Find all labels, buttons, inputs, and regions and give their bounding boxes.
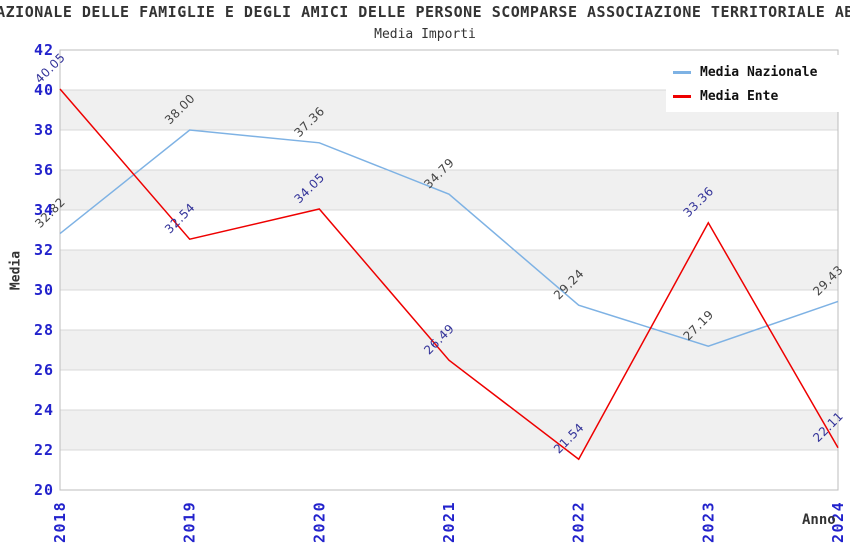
chart-subtitle: Media Importi xyxy=(374,27,476,42)
series-line-media-nazionale xyxy=(59,129,839,347)
x-axis-tick-label: 2018 xyxy=(51,501,69,543)
y-axis-tick-label: 22 xyxy=(34,441,54,459)
plot-band xyxy=(60,170,838,210)
plot-border xyxy=(59,49,839,491)
chart-title: I NAZIONALE DELLE FAMIGLIE E DEGLI AMICI… xyxy=(0,3,850,21)
legend-item-media-ente: Media Ente xyxy=(673,84,845,108)
x-axis-tick-label: 2022 xyxy=(570,501,588,543)
x-axis-tick-label: 2023 xyxy=(699,501,717,543)
y-axis-tick-label: 36 xyxy=(34,161,54,179)
y-axis-tick-label: 20 xyxy=(34,481,54,499)
chart-legend: Media Nazionale Media Ente xyxy=(666,55,845,112)
x-axis-title: Anno xyxy=(802,512,836,528)
legend-item-media-nazionale: Media Nazionale xyxy=(673,60,845,84)
legend-swatch-media-nazionale-icon xyxy=(673,70,691,74)
plot-band xyxy=(60,410,838,450)
plot-band xyxy=(60,330,838,370)
legend-label: Media Ente xyxy=(700,88,779,104)
series-line-media-ente xyxy=(59,88,839,461)
x-axis-tick-label: 2020 xyxy=(310,501,328,543)
y-axis-tick-label: 42 xyxy=(34,41,54,59)
legend-label: Media Nazionale xyxy=(700,64,818,80)
plot-band xyxy=(60,250,838,290)
x-axis-tick-label: 2019 xyxy=(181,501,199,543)
y-axis-tick-label: 34 xyxy=(34,201,54,219)
x-axis-tick-label: 2021 xyxy=(440,501,458,543)
y-axis-tick-label: 32 xyxy=(34,241,54,259)
y-axis-tick-label: 28 xyxy=(34,321,54,339)
y-axis-tick-label: 26 xyxy=(34,361,54,379)
y-axis-tick-label: 30 xyxy=(34,281,54,299)
y-axis-tick-label: 24 xyxy=(34,401,54,419)
y-axis-tick-label: 38 xyxy=(34,121,54,139)
legend-swatch-media-ente-icon xyxy=(673,94,691,98)
y-axis-title: Media xyxy=(8,250,24,291)
x-axis-tick-label: 2024 xyxy=(829,501,847,543)
y-axis-tick-label: 40 xyxy=(34,81,54,99)
